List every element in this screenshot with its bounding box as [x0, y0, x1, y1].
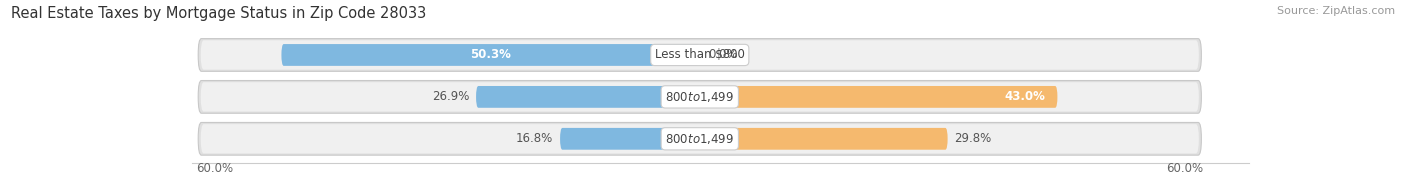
FancyBboxPatch shape: [281, 44, 700, 66]
FancyBboxPatch shape: [198, 81, 1201, 113]
Text: 60.0%: 60.0%: [197, 162, 233, 175]
FancyBboxPatch shape: [700, 86, 1057, 108]
FancyBboxPatch shape: [198, 39, 1201, 71]
Text: 26.9%: 26.9%: [432, 90, 470, 103]
Text: Source: ZipAtlas.com: Source: ZipAtlas.com: [1277, 6, 1395, 16]
FancyBboxPatch shape: [201, 82, 1199, 112]
FancyBboxPatch shape: [477, 86, 700, 108]
FancyBboxPatch shape: [700, 128, 948, 150]
Text: 29.8%: 29.8%: [955, 132, 991, 145]
Text: Less than $800: Less than $800: [655, 48, 745, 62]
FancyBboxPatch shape: [198, 122, 1201, 155]
Text: 60.0%: 60.0%: [1166, 162, 1204, 175]
Text: 50.3%: 50.3%: [470, 48, 510, 62]
Text: Real Estate Taxes by Mortgage Status in Zip Code 28033: Real Estate Taxes by Mortgage Status in …: [11, 6, 426, 21]
Text: $800 to $1,499: $800 to $1,499: [665, 132, 734, 146]
FancyBboxPatch shape: [201, 124, 1199, 153]
Text: 16.8%: 16.8%: [516, 132, 554, 145]
Text: 0.0%: 0.0%: [709, 48, 738, 62]
Text: 43.0%: 43.0%: [1004, 90, 1045, 103]
FancyBboxPatch shape: [560, 128, 700, 150]
Text: $800 to $1,499: $800 to $1,499: [665, 90, 734, 104]
FancyBboxPatch shape: [201, 40, 1199, 70]
